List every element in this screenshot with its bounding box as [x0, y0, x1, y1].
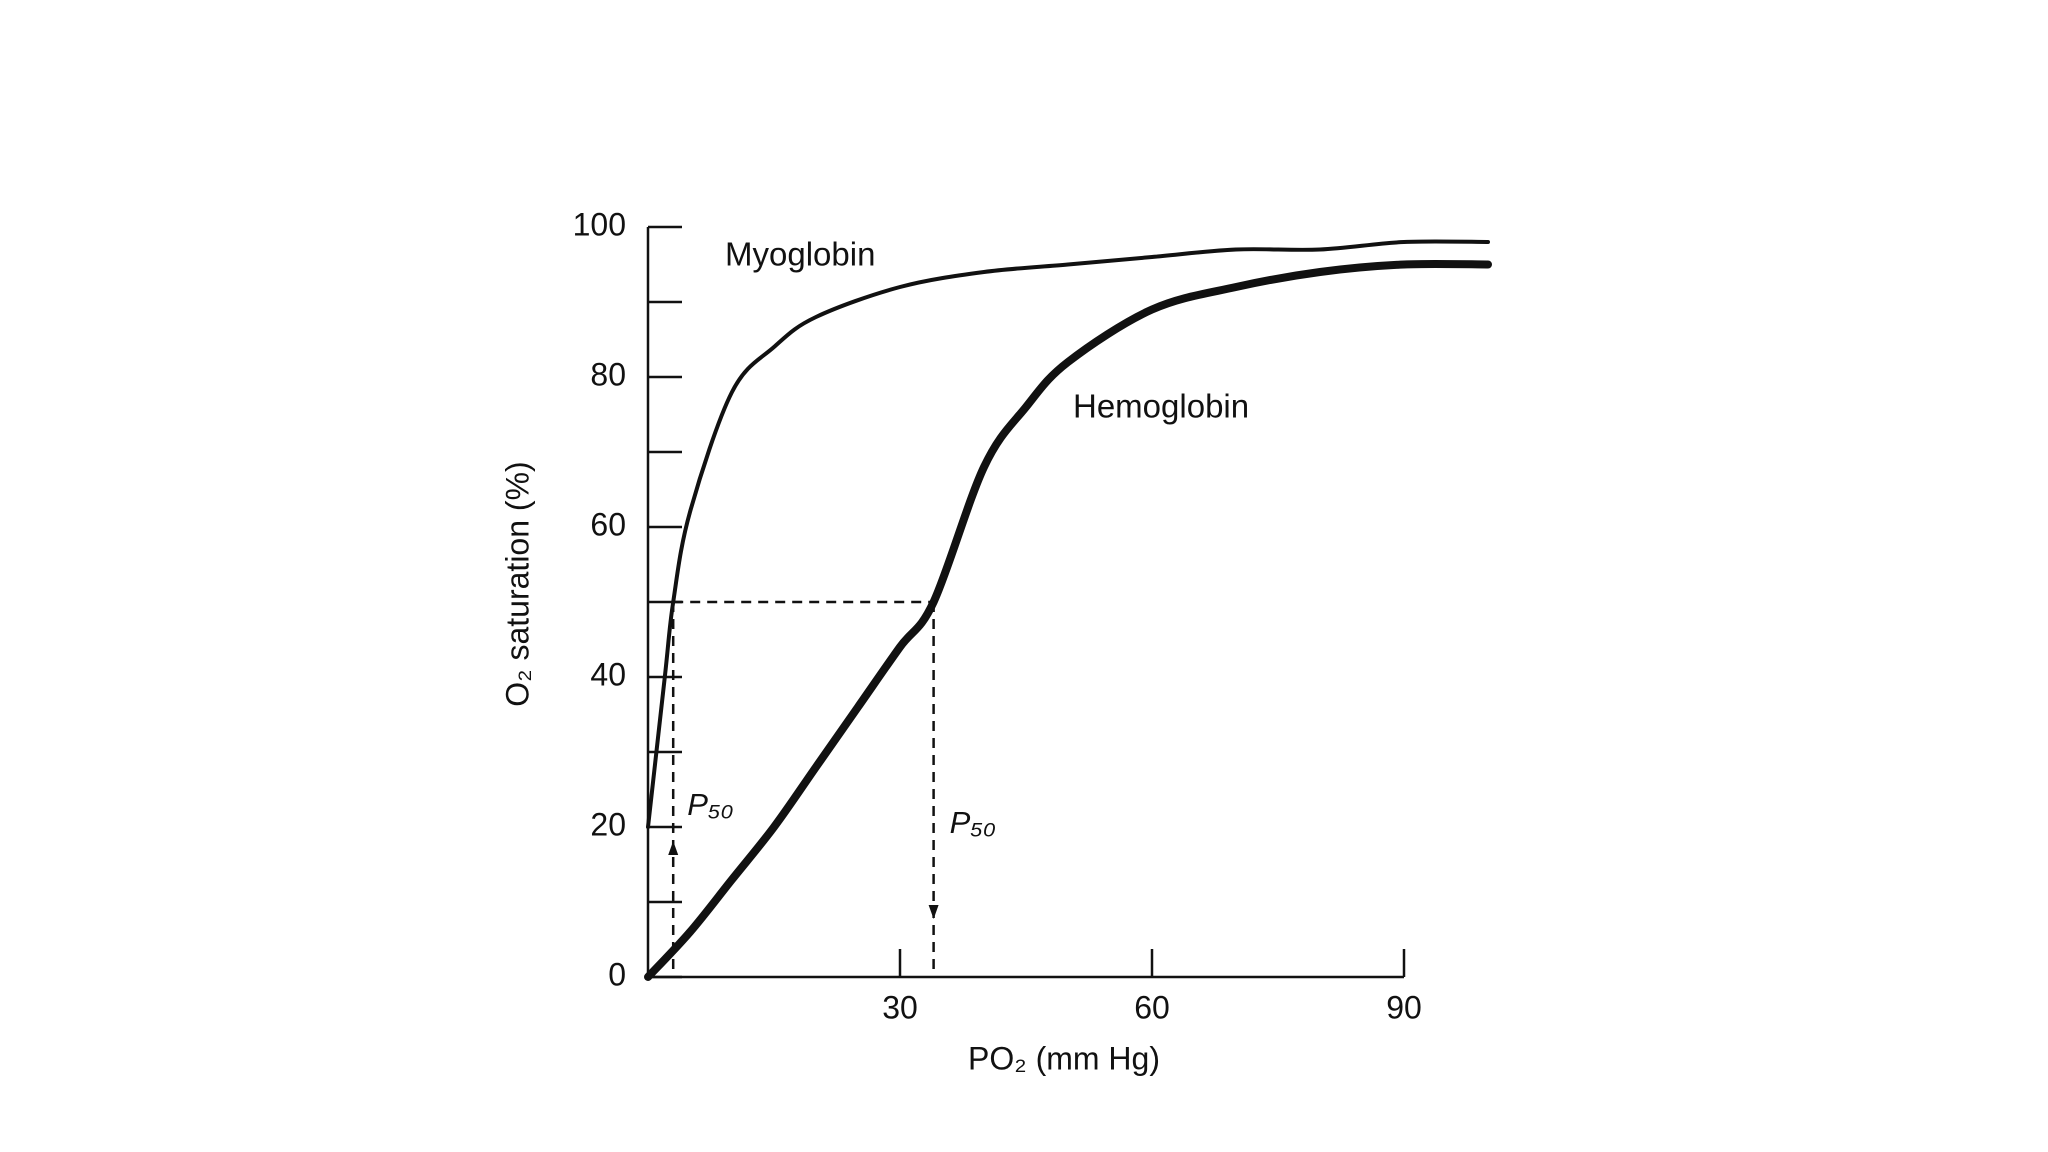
y-tick-label: 100	[573, 206, 626, 242]
p50-arrow	[668, 841, 679, 855]
series-label: Hemoglobin	[1073, 388, 1249, 425]
y-tick-label: 0	[608, 956, 626, 992]
curve	[646, 239, 1490, 829]
x-tick-label: 90	[1386, 989, 1422, 1025]
curve	[644, 259, 1492, 981]
x-tick-label: 30	[882, 989, 918, 1025]
y-tick-label: 20	[590, 806, 626, 842]
y-tick-label: 40	[590, 656, 626, 692]
p50-label: P₅₀	[950, 805, 996, 840]
y-tick-label: 80	[590, 356, 626, 392]
p50-label: P₅₀	[687, 787, 733, 822]
y-tick-label: 60	[590, 506, 626, 542]
x-tick-label: 60	[1134, 989, 1170, 1025]
y-axis-label: O₂ saturation (%)	[499, 461, 535, 706]
x-axis-label: PO₂ (mm Hg)	[968, 1040, 1160, 1076]
series-label: Myoglobin	[725, 236, 875, 273]
p50-arrow	[928, 905, 939, 919]
